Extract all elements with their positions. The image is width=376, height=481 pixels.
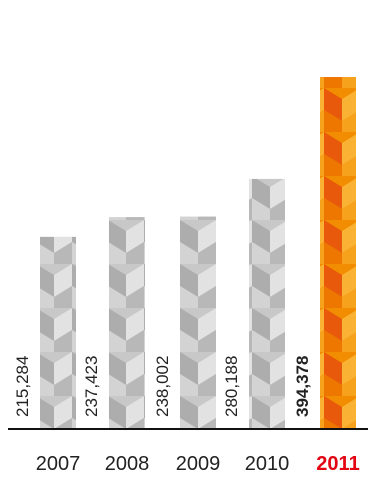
bar-2011: [320, 77, 356, 429]
x-tick-2007: 2007: [36, 453, 81, 475]
x-tick-2011: 2011: [316, 453, 359, 475]
value-label-2009: 238,002: [153, 356, 172, 417]
bar-2009: [180, 216, 216, 429]
bar-2010: [249, 178, 285, 429]
value-label-2007: 215,284: [13, 356, 32, 417]
x-tick-2009: 2009: [176, 453, 221, 475]
value-label-2011: 394,378: [293, 356, 312, 417]
x-tick-2010: 2010: [245, 453, 290, 475]
value-label-2008: 237,423: [82, 356, 101, 417]
x-tick-2008: 2008: [105, 453, 150, 475]
bar-2007: [40, 236, 76, 429]
value-label-2010: 280,188: [222, 356, 241, 417]
bar-2008: [109, 217, 145, 429]
